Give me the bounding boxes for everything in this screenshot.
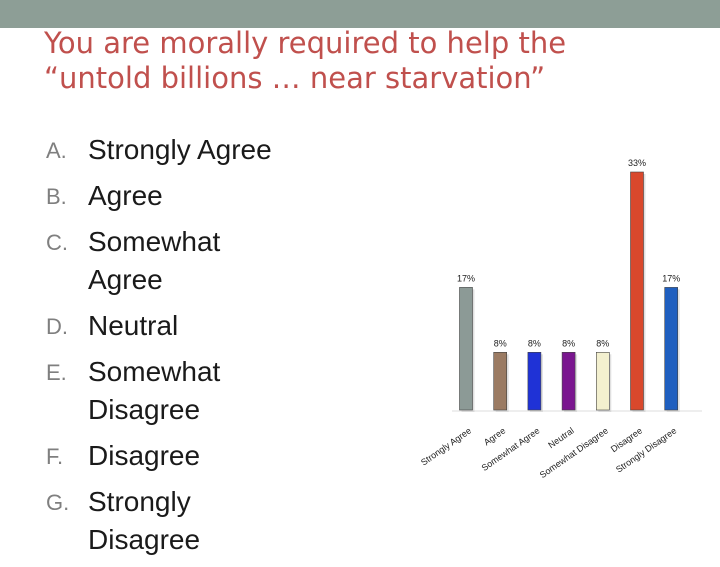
option-text: Somewhat Disagree xyxy=(88,356,221,425)
category-label: Strongly Disagree xyxy=(614,425,678,474)
option-letter: E. xyxy=(46,360,67,385)
option-text: Strongly Disagree xyxy=(88,486,201,555)
option-text: Disagree xyxy=(88,440,201,471)
answer-option-g[interactable]: G. Strongly Disagree xyxy=(46,483,336,559)
bar-3 xyxy=(527,352,542,411)
bar-2 xyxy=(493,352,507,411)
slide-title-line-2: “untold billions … near starvation” xyxy=(44,61,546,95)
slide-title: You are morally required to help the “un… xyxy=(44,26,704,96)
answer-option-e[interactable]: E. Somewhat Disagree xyxy=(46,353,336,429)
top-accent-bar xyxy=(0,0,720,28)
answer-option-b[interactable]: B. Agree xyxy=(46,177,336,215)
option-text: Neutral xyxy=(88,310,179,341)
bar-6 xyxy=(630,171,644,411)
answer-option-d[interactable]: D. Neutral xyxy=(46,307,336,345)
bar-value-label: 17% xyxy=(662,273,680,283)
category-label: Somewhat Agree xyxy=(480,425,542,473)
bar-value-label: 8% xyxy=(596,338,609,348)
option-letter: F. xyxy=(46,444,64,469)
bar-value-label: 17% xyxy=(457,273,475,283)
bar-4 xyxy=(561,352,576,411)
bar-value-label: 8% xyxy=(562,338,575,348)
category-label: Agree xyxy=(482,425,507,447)
bar-5 xyxy=(596,352,610,411)
bar-value-label: 33% xyxy=(628,158,646,168)
option-text: Strongly Agree xyxy=(88,134,272,165)
slide-title-line-1: You are morally required to help the xyxy=(44,26,567,60)
response-bar-chart: 17% Strongly Agree 8% Agree 8% Somewhat Agree… xyxy=(419,158,702,480)
category-label: Strongly Agree xyxy=(419,425,473,467)
option-letter: G. xyxy=(46,490,70,515)
bar-7 xyxy=(664,287,679,411)
answer-option-a[interactable]: A. Strongly Agree xyxy=(46,131,336,169)
bar-value-label: 8% xyxy=(494,338,507,348)
answer-option-c[interactable]: C. Somewhat Agree xyxy=(46,223,336,299)
option-text: Agree xyxy=(88,180,163,211)
bar-value-label: 8% xyxy=(528,338,541,348)
option-letter: D. xyxy=(46,314,68,339)
bar-1 xyxy=(459,287,473,411)
option-letter: C. xyxy=(46,230,68,255)
category-label: Neutral xyxy=(546,425,576,450)
option-letter: B. xyxy=(46,184,67,209)
answer-options-list: A. Strongly Agree B. Agree C. Somewhat Agre… xyxy=(46,131,336,567)
option-letter: A. xyxy=(46,138,67,163)
option-text: Somewhat Agree xyxy=(88,226,221,295)
answer-option-f[interactable]: F. Disagree xyxy=(46,437,336,475)
